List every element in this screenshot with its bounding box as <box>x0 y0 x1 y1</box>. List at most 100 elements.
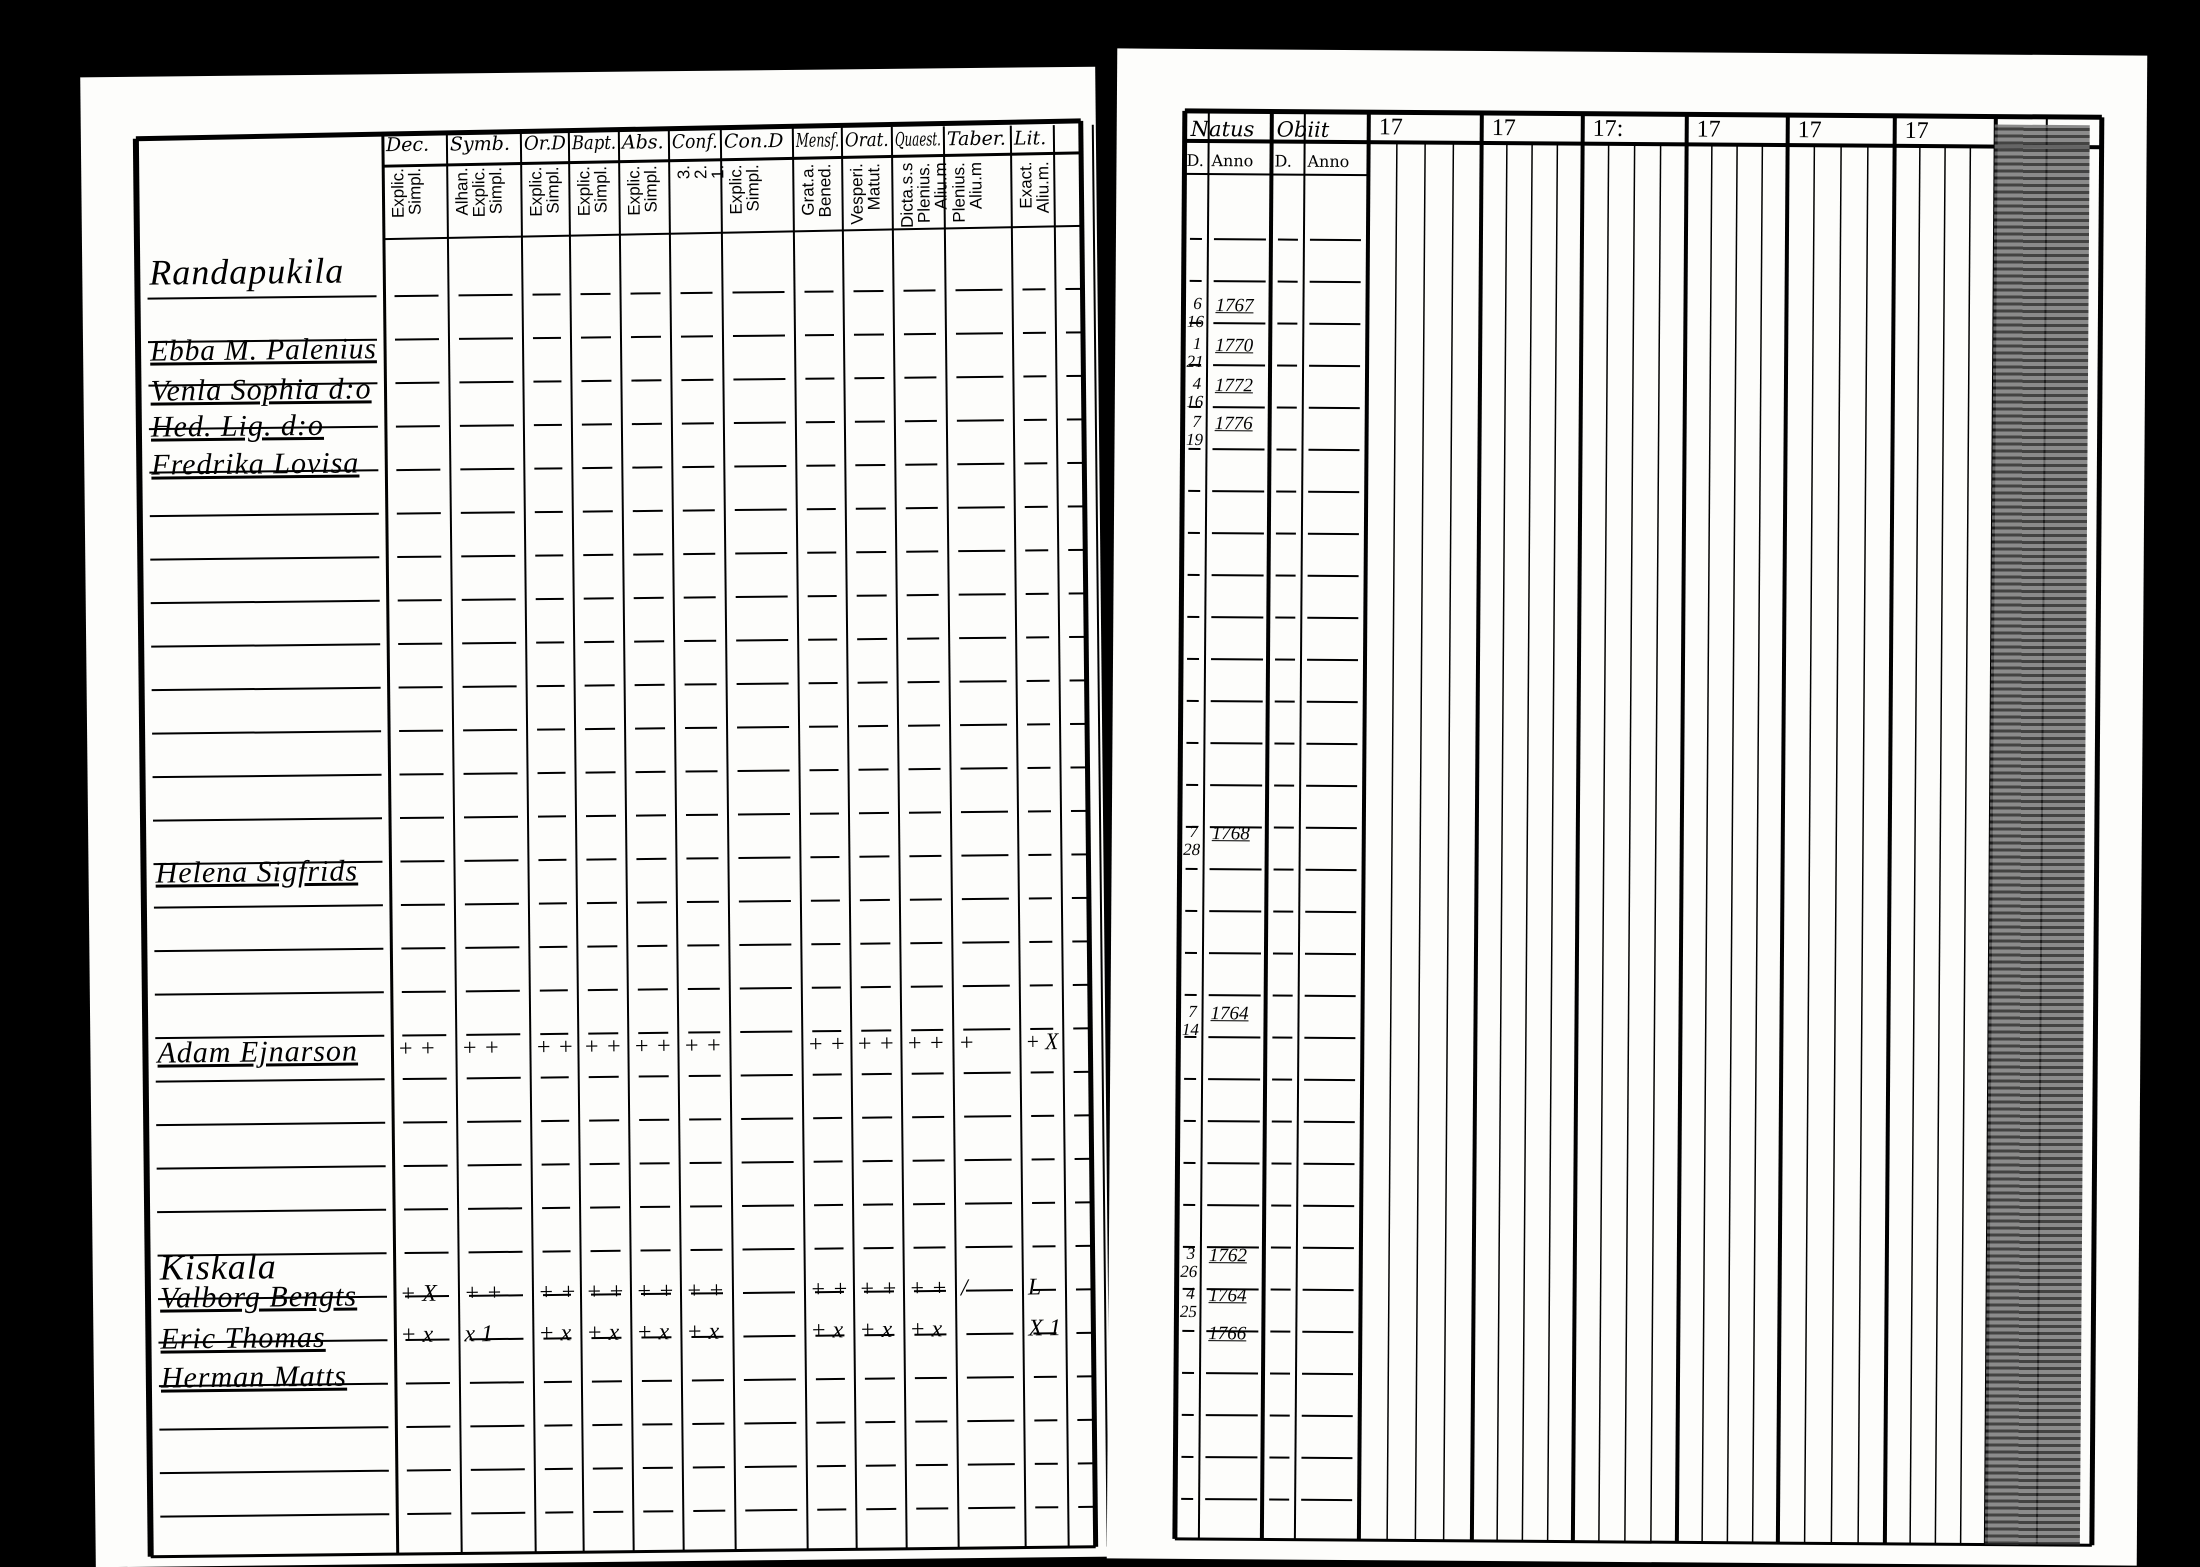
birth-year: 1762 <box>1209 1245 1247 1267</box>
name-row-line <box>157 1210 386 1212</box>
birth-day: 6 <box>1184 295 1210 312</box>
birth-day: 7 <box>1184 413 1210 430</box>
column-subheader: Vesperi. <box>848 163 866 225</box>
column-header: Conf. <box>672 131 718 153</box>
cell-row-line <box>459 338 513 339</box>
check-mark: + + <box>906 1030 945 1057</box>
column-subheader: Simpl. <box>592 166 609 213</box>
cell-row-line <box>737 727 789 728</box>
year-column-header: 17 <box>1798 117 1822 144</box>
cell-row-line <box>742 1205 794 1206</box>
birth-year: 1776 <box>1215 413 1253 435</box>
birth-day: 4 <box>1184 375 1210 392</box>
check-mark: + x <box>686 1319 719 1346</box>
cell-row-line <box>460 469 514 470</box>
year-group-divider <box>1778 115 1788 1543</box>
birth-month: 16 <box>1182 393 1208 410</box>
year-subcolumn-divider <box>1753 145 1763 1543</box>
table-bottom-border <box>1175 1539 2092 1545</box>
person-name: Ebba M. Palenius <box>150 332 377 368</box>
birth-month: 19 <box>1181 431 1207 448</box>
column-subheader: 2. <box>692 165 709 179</box>
person-name: Adam Ejnarson <box>157 1035 358 1071</box>
column-subheader: Simpl. <box>544 166 561 213</box>
year-column-header: 17 <box>1379 114 1403 141</box>
cell-row-line <box>736 596 788 597</box>
name-row-line <box>152 688 381 690</box>
cell-row-line <box>459 382 513 383</box>
check-mark: + + <box>461 1035 500 1062</box>
year-subcolumn-divider <box>1522 143 1532 1541</box>
birth-year: 1766 <box>1208 1323 1246 1345</box>
cell-row-line <box>743 1292 795 1293</box>
year-group-divider <box>1885 116 1895 1544</box>
check-mark: + + <box>535 1034 574 1061</box>
name-row-line <box>156 1123 385 1125</box>
year-subcolumn-divider <box>1497 143 1507 1541</box>
column-header: Abs. <box>622 131 664 153</box>
year-subcolumn-divider <box>1727 145 1737 1543</box>
birth-month: 21 <box>1182 353 1208 370</box>
column-header: Con.D <box>724 130 784 153</box>
check-mark: + <box>958 1030 974 1057</box>
year-subcolumn-divider <box>1444 143 1454 1541</box>
year-subcolumn-divider <box>1858 146 1868 1544</box>
cell-row-line <box>744 1423 796 1424</box>
check-mark: + x <box>636 1319 669 1346</box>
column-header: Quaest. <box>895 128 941 150</box>
cell-row-line <box>741 1118 793 1119</box>
year-column-header: 17 <box>1492 115 1516 142</box>
table-right-border <box>2092 117 2102 1545</box>
column-subheader: Bened. <box>816 163 834 217</box>
person-name: Venla Sophia d:o <box>150 372 371 408</box>
name-row-line <box>151 601 380 603</box>
name-row-line <box>157 1166 386 1168</box>
year-group-divider <box>1472 113 1482 1541</box>
cell-row-line <box>468 1165 522 1166</box>
birth-year: 1770 <box>1215 335 1253 357</box>
name-row-line <box>153 818 382 820</box>
column-subheader: Explic. <box>527 167 545 217</box>
person-name: Herman Matts <box>161 1360 348 1396</box>
person-name: Eric Thomas <box>160 1321 326 1357</box>
cell-row-line <box>461 512 515 513</box>
column-header: Or.D <box>524 132 566 154</box>
cell-row-line <box>463 686 517 687</box>
name-row-line <box>155 992 384 994</box>
cell-row-line <box>466 991 520 992</box>
check-mark: X 1 <box>1028 1315 1061 1342</box>
name-row-line <box>151 644 380 646</box>
check-mark: + + <box>586 1279 625 1306</box>
year-column-header: 17 <box>1905 118 1929 145</box>
check-mark: + + <box>464 1280 503 1307</box>
cell-row-line <box>735 509 787 510</box>
obiit-day-header: D. <box>1274 152 1291 171</box>
cell-row-line <box>744 1379 796 1380</box>
natus-day-header: D. <box>1186 151 1203 170</box>
column-header: Symb. <box>450 133 510 156</box>
year-subcolumn-divider <box>1387 142 1397 1540</box>
birth-day: 1 <box>1184 335 1210 352</box>
cell-row-line <box>465 947 519 948</box>
check-mark: + x <box>586 1320 619 1347</box>
name-row-line <box>150 557 379 559</box>
cell-row-line <box>745 1510 797 1511</box>
cell-row-line <box>459 295 513 296</box>
cell-row-line <box>740 1031 792 1032</box>
name-row-line <box>160 1471 389 1473</box>
cell-row-line <box>460 425 514 426</box>
column-header: Lit. <box>1014 127 1047 149</box>
cell-row-line <box>462 643 516 644</box>
check-mark: + + <box>633 1033 672 1060</box>
column-divider <box>1262 112 1272 1540</box>
name-row-line <box>154 905 383 907</box>
cell-row-line <box>469 1252 523 1253</box>
person-name: Hed. Lig. d:o <box>151 409 324 445</box>
column-subheader: Simpl. <box>744 164 761 211</box>
check-mark: + x <box>400 1322 433 1349</box>
name-row-line <box>154 949 383 951</box>
subheader-divider <box>1184 174 1368 175</box>
cell-row-line <box>471 1513 525 1514</box>
check-mark: + + <box>583 1034 622 1061</box>
